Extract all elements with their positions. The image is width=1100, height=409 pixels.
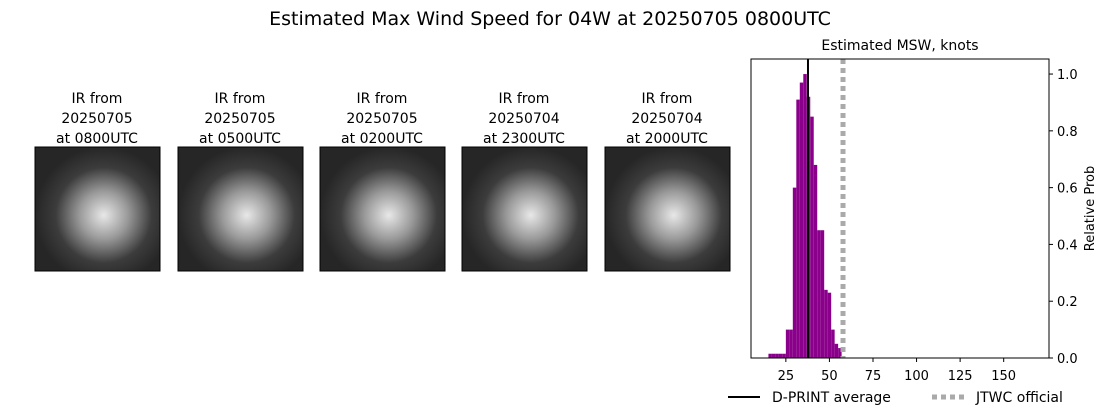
panel-caption: at 2000UTC [626,131,708,147]
legend-label: D-PRINT average [772,390,891,406]
y-tick-label: 0.2 [1057,295,1078,310]
bar [817,230,821,358]
ir-image [604,146,731,272]
bar [813,164,818,358]
ir-image [461,146,588,272]
bar [785,329,790,358]
panel-caption: IR from [357,91,408,107]
panel-caption: 20250704 [631,111,702,127]
figure-title: Estimated Max Wind Speed for 04W at 2025… [269,8,831,30]
ir-image [177,146,304,272]
panel-caption: 20250705 [61,111,132,127]
panel-caption: at 0800UTC [56,131,138,147]
ir-panels: IR from 20250705 at 0800UTC IR from 20250705… [34,91,731,272]
bar [824,289,828,358]
y-tick-label: 0.8 [1057,125,1078,140]
y-tick-label: 1.0 [1057,68,1078,83]
bar [782,353,786,358]
bar [834,343,839,358]
bar [838,348,842,358]
x-tick-label: 125 [948,369,973,384]
panel-caption: IR from [215,91,266,107]
panel-caption: 20250704 [488,111,559,127]
y-tick-label: 0.6 [1057,182,1078,197]
chart-title: Estimated MSW, knots [821,38,978,54]
histogram: Estimated MSW, knots 25 50 75 100 125 150 0.0 0.… [728,38,1098,406]
y-axis-label: Relative Prob [1083,166,1098,251]
bar [799,82,804,358]
x-tick-label: 25 [778,369,795,384]
bar [775,353,779,358]
panel-caption: 20250705 [204,111,275,127]
panel-caption: IR from [72,91,123,107]
panel-caption: at 2300UTC [483,131,565,147]
bar [796,99,800,359]
panel-caption: at 0200UTC [341,131,423,147]
bar [768,353,772,358]
x-tick-label: 100 [904,369,929,384]
panel-caption: IR from [499,91,550,107]
y-tick-label: 0.4 [1057,238,1078,253]
panel-caption: 20250705 [346,111,417,127]
bar [789,329,793,358]
panel-caption: IR from [642,91,693,107]
plot-frame [750,58,1050,359]
bar [778,353,783,358]
ir-image [319,146,446,272]
panel-caption: at 0500UTC [199,131,281,147]
bar [827,292,832,358]
x-tick-label: 75 [865,369,882,384]
bar [820,230,825,358]
legend-label: JTWC official [975,390,1063,406]
x-tick-label: 50 [821,369,838,384]
bar [831,329,835,358]
bar [810,116,814,359]
ir-image [34,146,161,272]
bar [792,187,797,358]
bar [803,74,807,359]
y-tick-label: 0.0 [1057,352,1078,367]
bar [771,353,776,358]
x-tick-label: 150 [991,369,1016,384]
